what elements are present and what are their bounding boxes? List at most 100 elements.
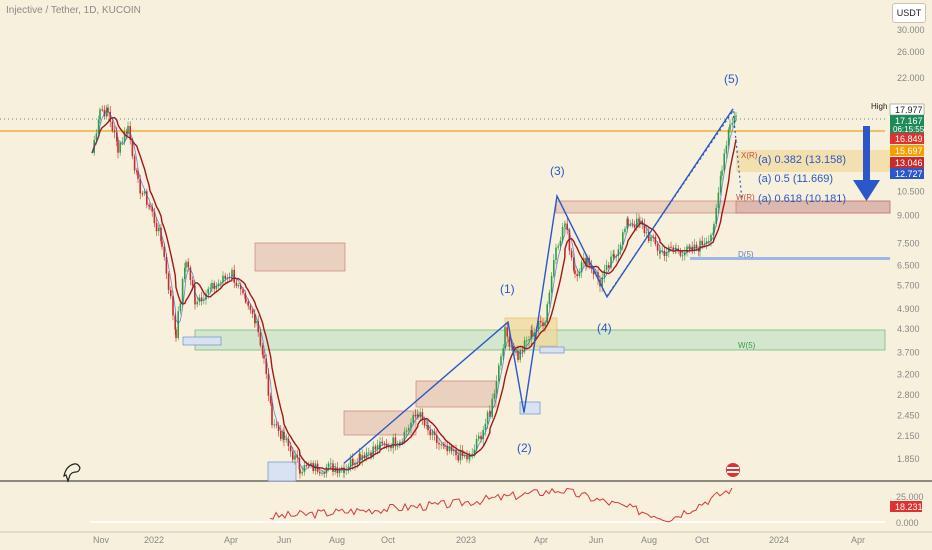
resistance-zone-top — [735, 200, 891, 214]
price-tick-9: 10.500 — [897, 187, 925, 197]
candle-body — [379, 441, 381, 450]
price-axis[interactable]: 30.000 26.000 22.000 10.500 9.000 7.500 6.500 5… — [897, 25, 925, 464]
candle-body — [540, 320, 542, 323]
candle-body — [113, 130, 116, 133]
candle-body — [645, 232, 648, 234]
candle-body — [254, 313, 256, 324]
candle-body — [504, 327, 506, 349]
price-badge-label-4: 13.046 — [895, 158, 923, 168]
candle-body — [557, 246, 559, 248]
candle-body — [143, 191, 146, 194]
w5-label: W(5) — [738, 341, 756, 350]
price-badge-4 — [890, 157, 924, 168]
time-tick-8: Jun — [589, 535, 604, 545]
candle-body — [508, 336, 511, 347]
candle-body — [303, 465, 306, 472]
candle-body — [146, 191, 148, 205]
candle-body — [429, 430, 431, 436]
candle-body — [523, 340, 526, 352]
candle-body — [464, 455, 466, 457]
candle-body — [365, 452, 368, 459]
candle-body — [719, 175, 722, 193]
candle-body — [440, 444, 442, 446]
candle-body — [261, 345, 264, 355]
candle-body — [107, 107, 109, 112]
candle-body — [564, 223, 566, 226]
fib-level-05: (a) 0.5 (11.669) — [758, 173, 833, 185]
candle-body — [259, 332, 262, 346]
candle-body — [717, 192, 720, 209]
candle-body — [187, 261, 189, 268]
candle-body — [405, 430, 408, 432]
candle-body — [531, 330, 533, 337]
candle-body — [548, 292, 551, 305]
currency-button[interactable]: USDT — [892, 3, 926, 23]
candle-body — [723, 153, 725, 171]
wave-label-5: (5) — [724, 72, 739, 86]
candle-body — [708, 241, 710, 243]
candle-body — [267, 373, 270, 396]
supply-zone-2022b — [343, 410, 417, 436]
candle-body — [480, 435, 482, 440]
candle-body — [414, 414, 417, 417]
time-axis[interactable]: Nov 2022 Apr Jun Aug Oct 2023 Apr Jun Aug Oct 2024 A… — [93, 535, 865, 545]
candle-body — [471, 453, 473, 456]
candle-body — [703, 243, 706, 245]
candle-body — [167, 273, 170, 290]
candle-body — [149, 206, 151, 208]
candle-body — [170, 289, 172, 297]
candle-body — [235, 282, 238, 287]
candle-body — [585, 258, 587, 266]
candle-body — [127, 126, 129, 134]
candle-body — [537, 320, 540, 330]
candle-body — [237, 285, 240, 287]
candle-body — [426, 425, 428, 427]
candle-body — [461, 450, 464, 456]
price-tick-11: 7.500 — [897, 238, 920, 248]
candle-body — [526, 340, 528, 342]
candle-body — [224, 275, 226, 279]
down-arrow-icon — [853, 126, 880, 201]
candle-body — [466, 455, 468, 460]
candle-body — [605, 265, 608, 270]
candle-body — [650, 236, 652, 241]
candle-body — [163, 246, 165, 257]
candle-body — [282, 431, 284, 440]
wave-label-2: (2) — [517, 441, 532, 455]
candle-body — [555, 247, 557, 261]
candle-body — [713, 223, 715, 233]
wr-label: W(R) — [736, 193, 755, 202]
price-tick-16: 3.700 — [897, 347, 920, 357]
time-tick-10: Oct — [695, 535, 710, 545]
candle-body — [109, 111, 111, 122]
candle-body — [438, 442, 440, 445]
candle-body — [448, 446, 451, 452]
candle-body — [222, 275, 224, 283]
price-badge-1 — [890, 115, 924, 134]
candle-body — [455, 449, 457, 456]
candle-body — [181, 279, 184, 304]
candle-body — [727, 129, 730, 146]
candle-body — [349, 458, 352, 467]
candle-body — [185, 261, 187, 268]
candle-body — [277, 425, 280, 431]
price-tick-18: 2.800 — [897, 390, 920, 400]
candle-body — [444, 445, 446, 447]
candle-body — [319, 471, 321, 474]
candle-body — [392, 437, 394, 449]
fib-level-0618: (a) 0.618 (10.181) — [758, 193, 846, 205]
time-tick-4: Aug — [329, 535, 345, 545]
candle-body — [457, 455, 459, 461]
candle-body — [396, 445, 399, 447]
high-label: High — [871, 102, 887, 111]
candle-body — [308, 465, 310, 467]
candle-body — [403, 431, 406, 443]
price-badge-timer: 06:15:55 — [893, 125, 925, 134]
candle-body — [431, 431, 434, 436]
candle-body — [489, 411, 491, 417]
candle-body — [179, 303, 182, 312]
candle-body — [194, 297, 196, 305]
candle-body — [484, 423, 487, 431]
price-badge-label-1: 17.167 — [895, 116, 923, 126]
